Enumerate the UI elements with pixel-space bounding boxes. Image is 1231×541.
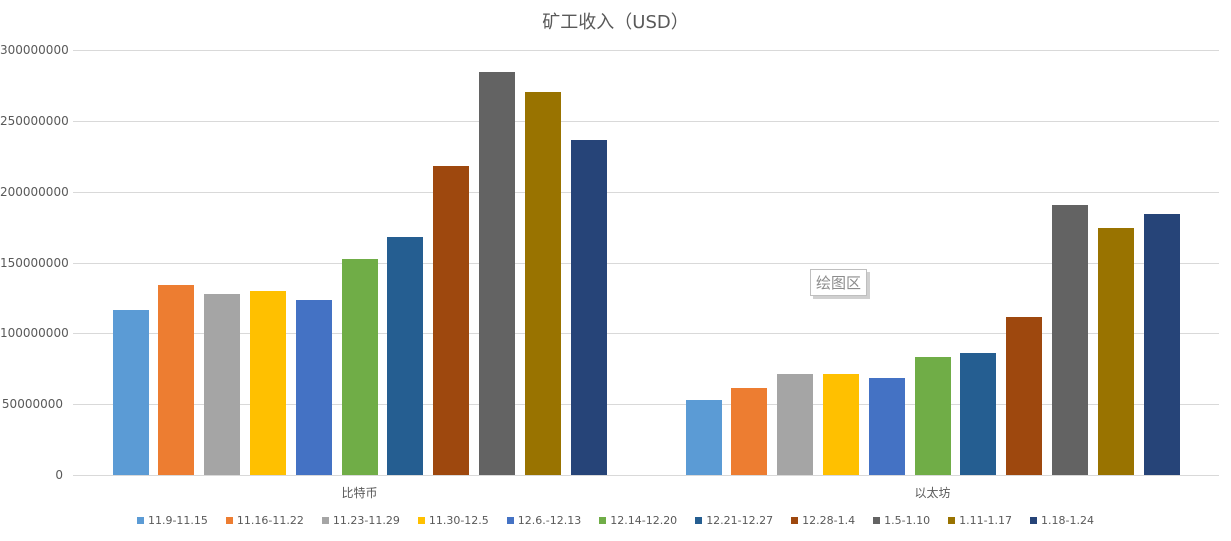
gridline <box>73 191 1219 193</box>
legend-item[interactable]: 11.16-11.22 <box>225 514 304 527</box>
bar[interactable] <box>341 258 378 475</box>
gridline <box>73 404 1219 406</box>
legend-swatch-icon <box>136 517 144 524</box>
category-label: 以太坊 <box>914 486 951 500</box>
bar[interactable] <box>868 377 905 475</box>
bar[interactable] <box>1051 204 1088 475</box>
y-tick-label: 0 <box>55 468 63 482</box>
bar[interactable] <box>1006 317 1043 475</box>
legend-item[interactable]: 11.30-12.5 <box>417 514 489 527</box>
y-tick-label: 250000000 <box>0 113 69 128</box>
y-tick-label: 200000000 <box>0 184 69 199</box>
legend-item[interactable]: 12.21-12.27 <box>695 514 773 527</box>
bar[interactable] <box>249 290 286 475</box>
legend-label: 11.30-12.5 <box>428 514 489 527</box>
legend-label: 12.6.-12.13 <box>517 514 582 527</box>
y-tick-label: 300000000 <box>0 43 69 57</box>
bar[interactable] <box>570 139 607 475</box>
category-label: 比特币 <box>341 486 378 500</box>
legend-item[interactable]: 11.9-11.15 <box>136 514 208 527</box>
legend-item[interactable]: 12.14-12.20 <box>599 514 677 527</box>
legend-swatch-icon <box>1030 517 1038 524</box>
bar[interactable] <box>960 353 997 475</box>
legend-label: 1.18-1.24 <box>1041 514 1095 527</box>
bar[interactable] <box>1097 227 1134 475</box>
bar[interactable] <box>524 91 561 475</box>
chart-title: 矿工收入（USD） <box>542 12 689 33</box>
legend-item[interactable]: 12.28-1.4 <box>791 514 855 527</box>
gridline <box>73 475 1219 476</box>
bar[interactable] <box>433 166 470 475</box>
legend-item[interactable]: 1.5-1.10 <box>873 514 930 527</box>
gridline <box>73 262 1219 264</box>
legend-label: 12.21-12.27 <box>706 514 774 527</box>
bar[interactable] <box>731 388 768 475</box>
y-tick-label: 150000000 <box>0 255 69 270</box>
legend-swatch-icon <box>321 517 329 524</box>
legend-swatch-icon <box>225 517 233 524</box>
gridline <box>73 50 1219 51</box>
legend-label: 12.28-1.4 <box>802 514 856 527</box>
plot-area[interactable] <box>73 50 1219 476</box>
plot-area-tooltip: 绘图区 <box>810 269 868 296</box>
legend-item[interactable]: 1.18-1.24 <box>1030 514 1094 527</box>
bar[interactable] <box>914 357 951 475</box>
legend-swatch-icon <box>791 517 799 524</box>
bar[interactable] <box>295 300 332 475</box>
bar[interactable] <box>112 309 149 475</box>
gridline <box>73 120 1219 122</box>
legend-label: 12.14-12.20 <box>610 514 678 527</box>
legend-label: 1.11-1.17 <box>959 514 1013 527</box>
y-tick-label: 50000000 <box>1 397 63 412</box>
gridline <box>73 333 1219 335</box>
legend-swatch-icon <box>695 517 703 524</box>
legend-label: 1.5-1.10 <box>884 514 931 527</box>
legend[interactable]: 11.9-11.15 11.16-11.22 11.23-11.29 11.30-12… <box>0 514 1231 527</box>
bar[interactable] <box>822 374 859 475</box>
legend-swatch-icon <box>417 517 425 524</box>
legend-label: 11.23-11.29 <box>332 514 400 527</box>
legend-swatch-icon <box>948 517 956 524</box>
legend-item[interactable]: 11.23-11.29 <box>321 514 400 527</box>
legend-swatch-icon <box>873 517 881 524</box>
bar[interactable] <box>1143 214 1180 475</box>
bar[interactable] <box>204 293 241 475</box>
legend-item[interactable]: 1.11-1.17 <box>948 514 1012 527</box>
y-tick-label: 100000000 <box>0 326 69 341</box>
bar[interactable] <box>685 400 722 475</box>
bar[interactable] <box>777 374 814 475</box>
legend-swatch-icon <box>599 517 607 524</box>
bar[interactable] <box>478 71 515 475</box>
legend-label: 11.16-11.22 <box>236 514 304 527</box>
legend-item[interactable]: 12.6.-12.13 <box>506 514 582 527</box>
bar[interactable] <box>158 285 195 475</box>
legend-swatch-icon <box>506 517 514 524</box>
bar[interactable] <box>387 237 424 475</box>
legend-label: 11.9-11.15 <box>147 514 208 527</box>
